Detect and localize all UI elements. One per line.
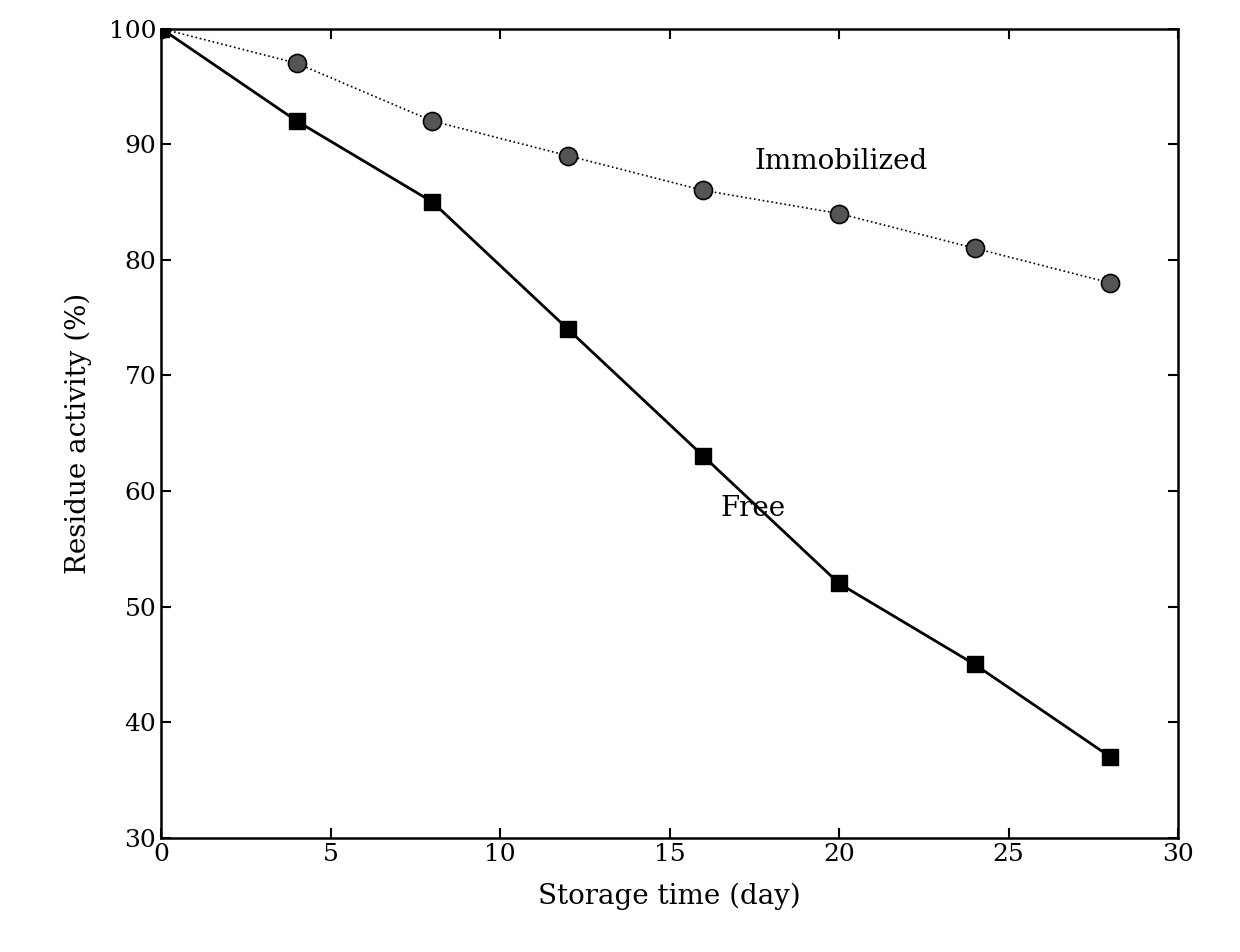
- Text: Immobilized: Immobilized: [754, 148, 928, 175]
- Text: Free: Free: [720, 495, 786, 522]
- Y-axis label: Residue activity (%): Residue activity (%): [64, 292, 92, 574]
- X-axis label: Storage time (day): Storage time (day): [538, 883, 801, 910]
